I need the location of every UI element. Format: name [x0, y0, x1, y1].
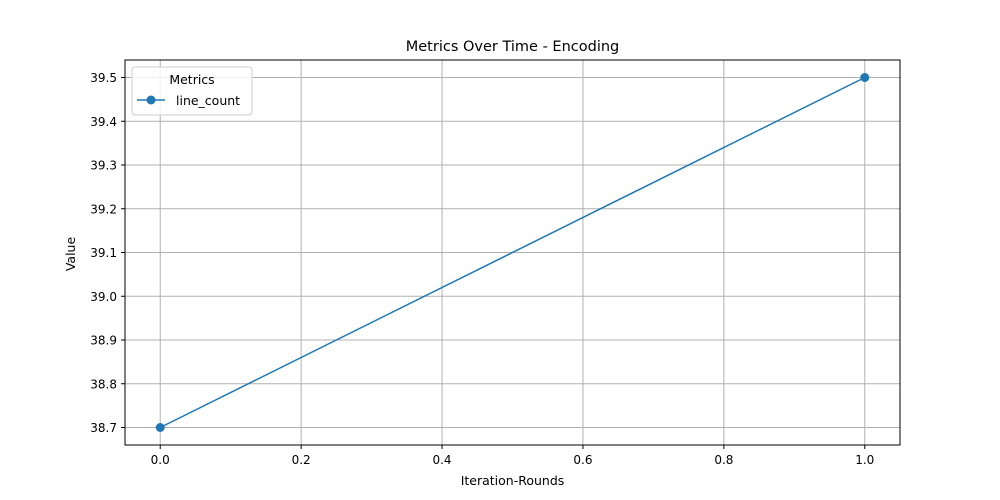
y-axis-label: Value	[63, 237, 78, 272]
x-axis-label: Iteration-Rounds	[461, 473, 565, 488]
legend: Metrics line_count	[131, 66, 253, 116]
y-tick-label: 39.3	[90, 159, 117, 173]
x-tick-label: 0.8	[714, 453, 733, 467]
y-tick-label: 39.1	[90, 246, 117, 260]
axis-ticks: 0.0 0.2 0.4 0.6 0.8 1.0 38.7 38.8 38.9 39.0 39.1 39…	[90, 71, 874, 467]
grid-lines	[125, 60, 900, 445]
legend-title: Metrics	[169, 72, 214, 87]
legend-entry-line-count: line_count	[176, 93, 240, 108]
series-line-line-count	[159, 76, 866, 429]
y-tick-label: 39.4	[90, 115, 117, 129]
x-tick-label: 0.6	[573, 453, 592, 467]
y-tick-label: 38.9	[90, 334, 117, 348]
x-tick-label: 0.2	[292, 453, 311, 467]
y-tick-label: 38.8	[90, 377, 117, 391]
y-tick-label: 38.7	[90, 421, 117, 435]
legend-box	[131, 66, 253, 116]
data-point	[155, 423, 165, 432]
x-tick-label: 0.0	[151, 453, 170, 467]
legend-marker-sample	[146, 95, 156, 105]
x-tick-label: 1.0	[855, 453, 874, 467]
y-tick-label: 39.0	[90, 290, 117, 304]
x-tick-label: 0.4	[432, 453, 451, 467]
chart-title: Metrics Over Time - Encoding	[406, 39, 620, 55]
y-tick-label: 39.5	[90, 71, 117, 85]
series-layer	[155, 73, 870, 432]
y-tick-label: 39.2	[90, 202, 117, 216]
data-point	[860, 73, 870, 82]
